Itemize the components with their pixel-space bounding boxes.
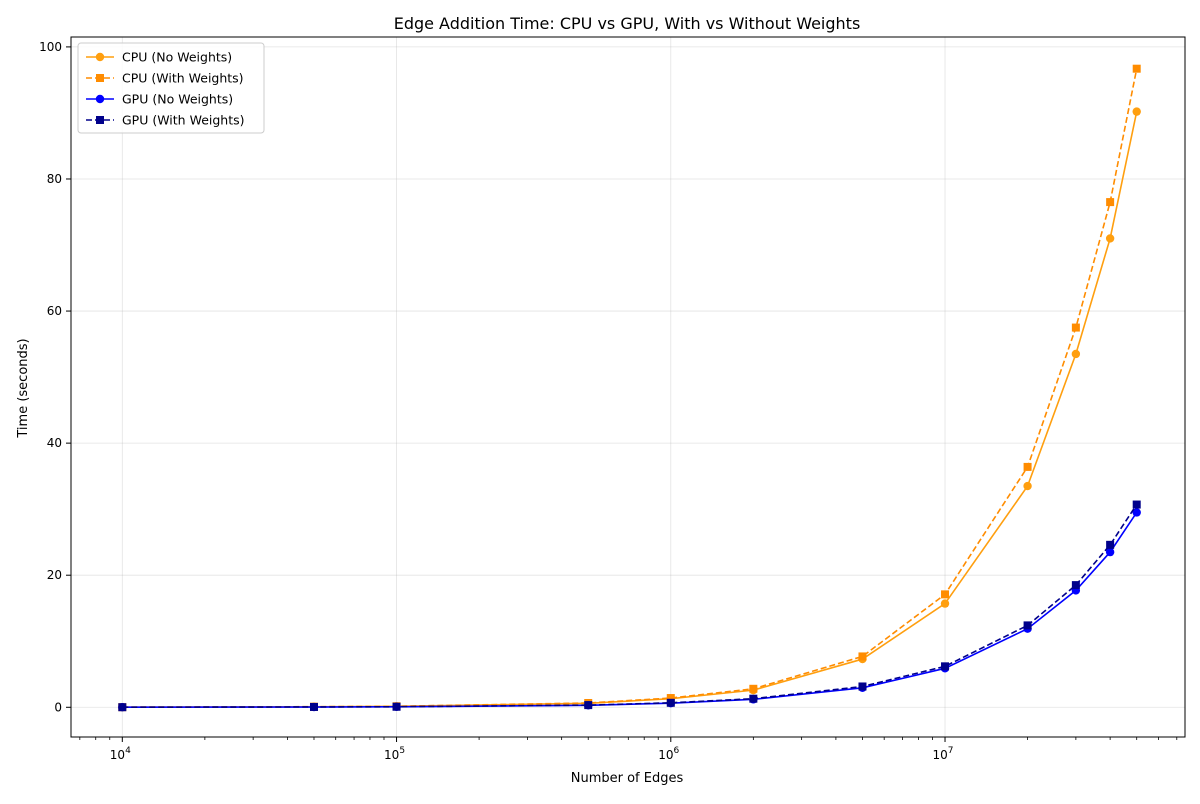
tick-layer: 104 105 106 107 0 20 40 60 80 100 <box>39 40 1178 762</box>
data-point-gpu-with-weights <box>858 682 867 691</box>
data-point-cpu-no-weights <box>1023 481 1032 491</box>
data-point-gpu-with-weights <box>1132 500 1141 509</box>
series-layer <box>118 64 1141 712</box>
data-point-gpu-with-weights <box>666 698 675 707</box>
data-point-gpu-with-weights <box>1071 581 1080 590</box>
legend-label: CPU (With Weights) <box>122 71 244 86</box>
data-point-gpu-with-weights <box>392 702 401 711</box>
y-tick-label: 40 <box>47 436 62 450</box>
chart-title: Edge Addition Time: CPU vs GPU, With vs … <box>394 14 861 33</box>
legend-label: GPU (No Weights) <box>122 92 233 107</box>
data-point-gpu-with-weights <box>118 703 127 712</box>
y-tick-label: 60 <box>47 304 62 318</box>
x-tick-label: 106 <box>658 746 679 762</box>
data-point-gpu-with-weights <box>1023 621 1032 630</box>
data-point-cpu-with-weights <box>858 652 867 661</box>
legend-label: CPU (No Weights) <box>122 50 232 65</box>
data-point-gpu-no-weights <box>1105 547 1115 557</box>
data-point-gpu-no-weights <box>1132 508 1141 517</box>
plot-area-frame <box>70 36 1186 738</box>
y-tick-label: 0 <box>54 700 62 714</box>
series-line-cpu-no-weights <box>122 111 1138 708</box>
legend: CPU (No Weights) CPU (With Weights) GPU (N… <box>77 42 265 134</box>
data-point-gpu-with-weights <box>941 662 950 671</box>
data-point-cpu-no-weights <box>940 599 950 608</box>
data-point-gpu-with-weights <box>309 702 318 711</box>
y-axis-label: Time (seconds) <box>16 338 31 438</box>
legend-box <box>77 42 265 134</box>
series-line-gpu-with-weights <box>122 504 1138 709</box>
legend-marker-swatch <box>96 74 104 82</box>
y-tick-label: 100 <box>39 40 62 54</box>
data-point-cpu-with-weights <box>1023 462 1032 471</box>
x-tick-label: 107 <box>933 746 954 762</box>
data-point-gpu-with-weights <box>749 694 758 703</box>
y-tick-label: 80 <box>47 172 62 186</box>
data-point-cpu-with-weights <box>749 684 758 693</box>
legend-marker-swatch <box>95 52 105 62</box>
series-line-gpu-no-weights <box>122 512 1138 709</box>
data-point-cpu-with-weights <box>666 694 675 703</box>
legend-marker-swatch <box>95 94 105 104</box>
data-point-cpu-with-weights <box>1071 323 1080 332</box>
grid-layer <box>71 37 1185 737</box>
x-axis-label: Number of Edges <box>571 771 684 786</box>
data-point-cpu-no-weights <box>1105 234 1115 243</box>
data-point-cpu-with-weights <box>1132 64 1141 73</box>
data-point-cpu-no-weights <box>1071 349 1081 359</box>
data-point-cpu-no-weights <box>1132 107 1141 116</box>
legend-label: GPU (With Weights) <box>122 113 245 128</box>
legend-marker-swatch <box>96 116 104 124</box>
data-point-cpu-with-weights <box>941 590 950 599</box>
x-tick-label: 105 <box>384 746 405 762</box>
y-tick-label: 20 <box>47 568 62 582</box>
data-point-gpu-with-weights <box>1106 540 1115 549</box>
series-line-cpu-with-weights <box>122 68 1138 708</box>
data-point-cpu-with-weights <box>1106 198 1115 207</box>
data-point-gpu-with-weights <box>584 701 593 710</box>
x-tick-label: 104 <box>110 746 131 762</box>
